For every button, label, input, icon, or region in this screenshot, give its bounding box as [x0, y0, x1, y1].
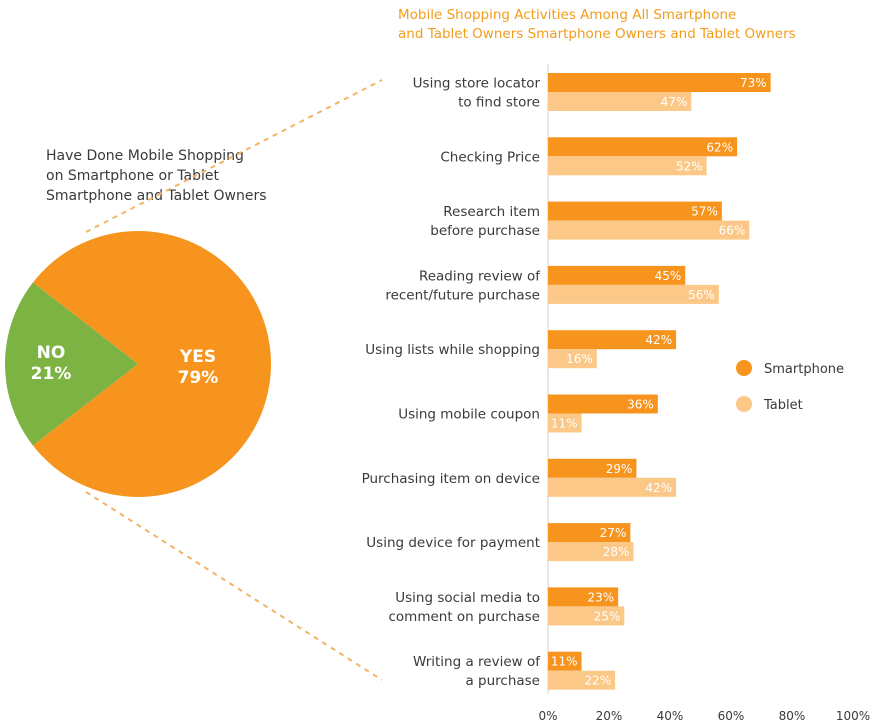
pie-title-line-3: Smartphone and Tablet Owners — [46, 188, 267, 204]
data-label-smartphone: 45% — [655, 269, 682, 283]
bar-smartphone — [548, 265, 686, 285]
category-label: comment on purchase — [388, 609, 540, 625]
bar-smartphone — [548, 330, 677, 350]
legend-label-tablet: Tablet — [763, 398, 803, 413]
category-label: before purchase — [430, 223, 540, 239]
data-label-tablet: 25% — [594, 609, 621, 623]
bar-tablet — [548, 220, 750, 240]
data-label-tablet: 22% — [584, 674, 611, 688]
bar-tablet — [548, 349, 597, 369]
data-label-tablet: 56% — [688, 288, 715, 302]
category-label: Reading review of — [419, 268, 541, 284]
pie-value-no: 21% — [31, 364, 72, 384]
bar-smartphone — [548, 587, 619, 607]
data-label-smartphone: 11% — [551, 655, 578, 669]
pie-slice-no — [5, 282, 139, 446]
x-tick-label: 80% — [779, 709, 806, 723]
category-label: to find store — [458, 95, 540, 111]
x-tick-label: 40% — [657, 709, 684, 723]
data-label-smartphone: 73% — [740, 76, 767, 90]
data-label-tablet: 66% — [719, 224, 746, 238]
x-tick-label: 60% — [718, 709, 745, 723]
data-label-smartphone: 42% — [645, 333, 672, 347]
category-label: Writing a review of — [413, 654, 541, 670]
bar-smartphone — [548, 523, 631, 543]
x-tick-label: 20% — [596, 709, 623, 723]
category-label: Purchasing item on device — [362, 471, 540, 487]
bar-tablet — [548, 92, 692, 111]
bar-smartphone — [548, 201, 722, 221]
data-label-tablet: 47% — [661, 95, 688, 109]
bar-chart-title: Mobile Shopping Activities Among All Sma… — [398, 6, 868, 44]
data-label-tablet: 42% — [645, 481, 672, 495]
bar-smartphone — [548, 137, 738, 157]
pie-chart-title: Have Done Mobile Shopping on Smartphone … — [46, 146, 346, 206]
legend-swatch-smartphone — [736, 360, 752, 376]
category-label: Checking Price — [440, 149, 540, 165]
bar-tablet — [548, 413, 582, 433]
connector-line-top — [85, 79, 383, 233]
data-label-tablet: 16% — [566, 352, 593, 366]
category-label: a purchase — [465, 673, 540, 689]
category-label: Using social media to — [395, 590, 540, 606]
bar-title-line-1: Mobile Shopping Activities Among All Sma… — [398, 7, 737, 23]
legend-swatch-tablet — [736, 396, 752, 412]
category-label: Research item — [443, 204, 540, 220]
bar-smartphone — [548, 458, 637, 478]
bar-tablet — [548, 606, 625, 626]
data-label-tablet: 28% — [603, 545, 630, 559]
category-label: Using mobile coupon — [398, 407, 540, 423]
pie-title-line-2: on Smartphone or Tablet — [46, 168, 219, 184]
bar-tablet — [548, 156, 707, 176]
data-label-tablet: 52% — [676, 159, 703, 173]
data-label-smartphone: 57% — [691, 205, 718, 219]
data-label-smartphone: 23% — [587, 590, 614, 604]
category-label: Using lists while shopping — [365, 342, 540, 358]
pie-slice-yes — [32, 231, 272, 497]
data-label-smartphone: 29% — [606, 462, 633, 476]
legend-label-smartphone: Smartphone — [764, 362, 844, 377]
data-label-tablet: 11% — [551, 417, 578, 431]
category-label: Using device for payment — [366, 535, 540, 551]
connector-line-bottom — [85, 491, 383, 681]
data-label-smartphone: 62% — [706, 140, 733, 154]
bar-title-line-2: and Tablet Owners Smartphone Owners and … — [398, 26, 796, 42]
bar-smartphone — [548, 394, 658, 414]
x-tick-label: 100% — [836, 709, 870, 723]
data-label-smartphone: 36% — [627, 398, 654, 412]
pie-value-yes: 79% — [178, 368, 219, 388]
bar-tablet — [548, 542, 634, 562]
pie-label-no: NO — [37, 343, 66, 363]
x-tick-label: 0% — [538, 709, 557, 723]
category-label: Using store locator — [413, 76, 541, 92]
pie-title-line-1: Have Done Mobile Shopping — [46, 148, 244, 164]
bar-smartphone — [548, 73, 771, 92]
pie-label-yes: YES — [179, 347, 216, 367]
bar-smartphone — [548, 651, 582, 671]
data-label-smartphone: 27% — [600, 526, 627, 540]
bar-tablet — [548, 477, 677, 497]
category-label: recent/future purchase — [385, 287, 540, 303]
bar-tablet — [548, 284, 719, 304]
bar-tablet — [548, 670, 616, 690]
